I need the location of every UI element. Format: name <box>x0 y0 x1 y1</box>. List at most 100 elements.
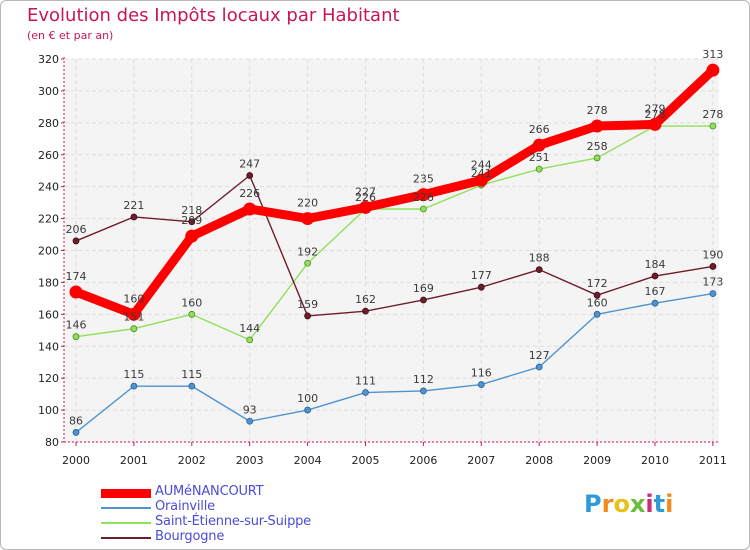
logo-letter: i <box>665 490 674 518</box>
logo-letter: r <box>601 490 614 518</box>
data-point <box>304 259 312 267</box>
data-label: 244 <box>471 158 492 171</box>
data-label: 192 <box>297 245 318 258</box>
data-label: 190 <box>702 248 723 261</box>
data-label: 146 <box>66 319 87 332</box>
data-point <box>419 296 427 304</box>
data-label: 188 <box>529 252 550 265</box>
data-point <box>535 266 543 274</box>
data-label: 159 <box>297 298 318 311</box>
x-tick-label: 2006 <box>409 454 437 467</box>
data-point <box>706 63 720 77</box>
x-tick-label: 2004 <box>294 454 322 467</box>
series-bourgogne <box>72 172 717 320</box>
data-label: 227 <box>355 185 376 198</box>
data-point <box>362 307 369 315</box>
series-line <box>75 125 714 341</box>
y-tick-label: 260 <box>38 149 59 162</box>
data-label: 278 <box>702 108 723 121</box>
data-label: 313 <box>702 48 723 61</box>
y-tick-label: 300 <box>38 85 59 98</box>
y-tick-label: 140 <box>38 340 59 353</box>
data-point <box>709 263 717 270</box>
series-orainville <box>72 290 717 436</box>
data-point <box>648 117 662 131</box>
data-label: 174 <box>66 270 87 283</box>
data-point <box>246 336 254 344</box>
x-tick-label: 2001 <box>120 454 148 467</box>
series-line <box>75 292 714 434</box>
x-tick-label: 2007 <box>467 454 495 467</box>
data-label: 169 <box>413 282 434 295</box>
data-point <box>72 333 80 341</box>
data-point <box>246 417 254 425</box>
data-label: 218 <box>181 204 202 217</box>
data-point <box>185 229 199 243</box>
data-point <box>130 213 138 221</box>
data-label: 235 <box>413 173 434 186</box>
data-point <box>127 307 141 321</box>
data-point <box>535 165 543 173</box>
data-label: 266 <box>529 123 550 136</box>
data-label: 93 <box>243 403 257 416</box>
data-point <box>416 188 430 202</box>
data-label: 172 <box>587 277 608 290</box>
data-point <box>304 312 312 320</box>
x-tick-label: 2011 <box>699 454 727 467</box>
data-point <box>419 205 427 213</box>
data-point <box>243 202 257 216</box>
data-label: 206 <box>66 223 87 236</box>
data-label: 226 <box>355 191 376 204</box>
x-tick-label: 2002 <box>178 454 206 467</box>
data-label: 112 <box>413 373 434 386</box>
data-point <box>593 291 601 299</box>
legend-label: Saint-Étienne-sur-Suippe <box>155 514 311 529</box>
data-point <box>246 172 254 179</box>
x-tick-label: 2010 <box>641 454 669 467</box>
data-label: 258 <box>587 140 608 153</box>
data-point <box>532 138 546 152</box>
data-point <box>709 290 717 297</box>
series-line <box>75 174 714 317</box>
chart-subtitle: (en € et par an) <box>27 29 114 42</box>
y-tick-label: 240 <box>38 181 59 194</box>
x-tick-label: 2008 <box>525 454 553 467</box>
data-point <box>362 389 369 396</box>
data-point <box>188 310 196 318</box>
data-point <box>474 173 488 187</box>
proxiti-logo: Proxiti <box>584 490 673 518</box>
data-label: 173 <box>702 276 723 289</box>
data-point <box>477 381 485 388</box>
y-tick-label: 220 <box>38 213 59 226</box>
data-label: 184 <box>645 258 666 271</box>
data-label: 86 <box>69 414 83 427</box>
data-label: 162 <box>355 293 376 306</box>
axes: 80 100 120 140 160 180 200 220 240 260 280 300 320 20… <box>38 53 727 467</box>
data-label: 209 <box>181 214 202 227</box>
data-label: 160 <box>123 292 144 305</box>
data-label: 116 <box>471 367 492 380</box>
data-label: 111 <box>355 375 376 388</box>
logo-letter: t <box>653 490 666 518</box>
data-label: 144 <box>239 322 260 335</box>
data-point <box>477 283 485 291</box>
x-tick-label: 2009 <box>583 454 611 467</box>
data-label: 160 <box>181 296 202 309</box>
data-point <box>130 382 138 390</box>
data-label: 278 <box>645 108 666 121</box>
data-point <box>419 387 427 395</box>
series-aum-nancourt <box>69 63 720 321</box>
x-tick-label: 2003 <box>236 454 264 467</box>
y-tick-label: 100 <box>38 404 59 417</box>
data-label: 279 <box>645 102 666 115</box>
legend-swatch <box>101 507 151 509</box>
y-tick-label: 200 <box>38 245 59 258</box>
data-labels: 86 115 115 93 100 111 112 116 127 160 167 173 146 151… <box>66 48 724 427</box>
y-tick-label: 80 <box>45 436 59 449</box>
data-label: 127 <box>529 349 550 362</box>
data-point <box>188 218 196 226</box>
data-label: 251 <box>529 151 550 164</box>
y-tick-label: 120 <box>38 372 59 385</box>
